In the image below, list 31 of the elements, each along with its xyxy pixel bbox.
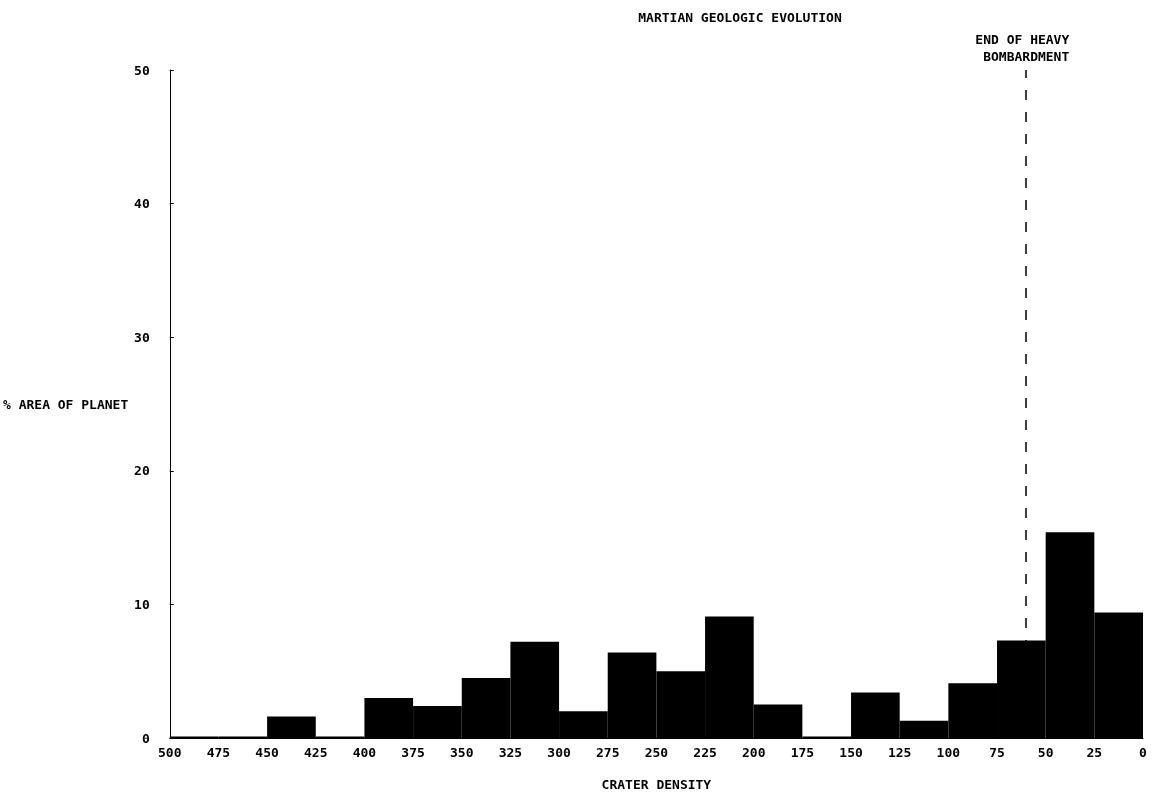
x-tick-label: 500 [158, 745, 182, 760]
x-tick-label: 75 [989, 745, 1005, 760]
x-tick-label: 125 [887, 745, 912, 760]
x-tick-label: 425 [304, 745, 328, 760]
y-tick-label: 20 [134, 463, 150, 479]
y-tick-label: 30 [134, 329, 150, 345]
y-tick-label: 10 [134, 596, 150, 612]
x-tick-label: 300 [547, 745, 571, 760]
x-tick-label: 375 [401, 745, 425, 760]
x-tick-label: 325 [498, 745, 523, 760]
y-tick-label: 40 [134, 196, 150, 212]
x-tick-label: 25 [1086, 745, 1103, 760]
x-tick-label: 150 [839, 745, 863, 760]
chart-title: MARTIAN GEOLOGIC EVOLUTION [638, 10, 842, 25]
x-tick-label: 475 [206, 745, 231, 760]
x-tick-label: 250 [644, 745, 669, 760]
x-tick-label: 50 [1037, 745, 1054, 760]
x-tick-label: 450 [255, 745, 280, 760]
ref-line-label: END OF HEAVY BOMBARDMENT [975, 32, 1078, 64]
x-tick-label: 350 [450, 745, 474, 760]
x-tick-label: 175 [790, 745, 815, 760]
y-axis-title: % AREA OF PLANET [3, 396, 129, 412]
x-tick-label: 0 [1139, 745, 1148, 760]
x-tick-label: 225 [693, 745, 717, 760]
x-tick-label: 200 [741, 745, 766, 760]
x-tick-label: 400 [352, 745, 377, 760]
y-tick-label: 0 [141, 730, 150, 746]
y-tick-label: 50 [134, 62, 150, 78]
x-tick-label: 275 [595, 745, 620, 760]
x-axis-title: CRATER DENSITY [601, 777, 712, 792]
x-tick-label: 100 [936, 745, 961, 760]
